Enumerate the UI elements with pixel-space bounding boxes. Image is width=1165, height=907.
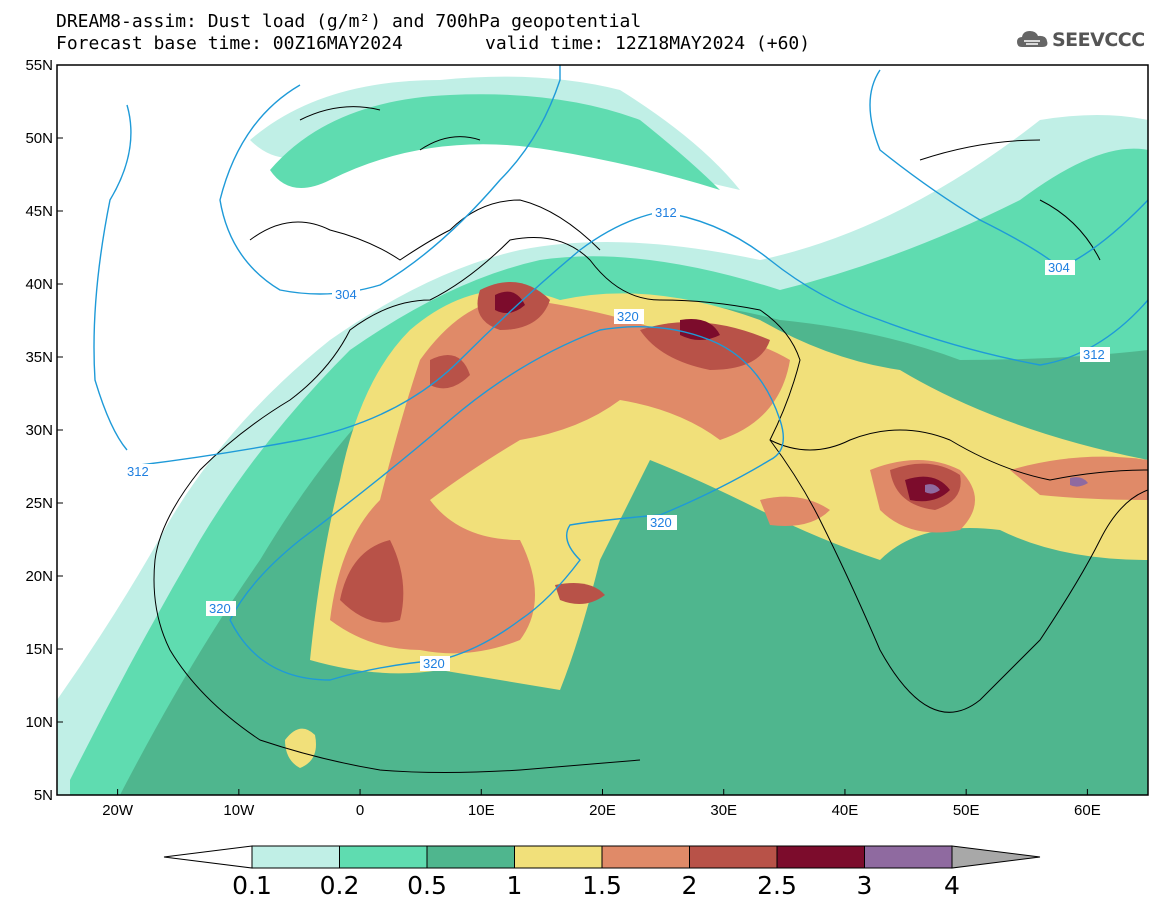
lon-tick-label: 0	[356, 802, 364, 819]
contour-label-304-east: 304	[1048, 260, 1070, 275]
dust-region-maroon	[495, 291, 525, 314]
colorbar-segment	[514, 845, 603, 869]
map-title: DREAM8-assim: Dust load (g/m²) and 700hP…	[56, 11, 642, 32]
colorbar-segment	[251, 845, 340, 869]
dust-region-maroon-libya	[680, 319, 720, 340]
dust-region-red-chad	[555, 582, 605, 604]
lat-tick-label: 50N	[25, 130, 53, 147]
lat-tick-label: 15N	[25, 641, 53, 658]
lon-tick-label: 20W	[102, 802, 134, 819]
lon-tick-label: 50E	[953, 802, 980, 819]
dust-region-yellow-west	[285, 728, 316, 768]
colorbar-label: 0.1	[232, 871, 272, 900]
contour-labels: 304 312 304 312 320 320 320 312 320	[124, 205, 1110, 671]
lon-tick-label: 10W	[223, 802, 255, 819]
lat-tick-label: 40N	[25, 276, 53, 293]
dust-region-red-algeria	[430, 355, 470, 389]
lon-tick-label: 60E	[1074, 802, 1101, 819]
lon-tick-label: 40E	[832, 802, 859, 819]
lat-tick-label: 5N	[34, 787, 53, 804]
contour-label-312-north: 312	[655, 205, 677, 220]
lat-tick-label: 55N	[25, 57, 53, 74]
lat-tick-label: 35N	[25, 349, 53, 366]
colorbar-label: 1.5	[582, 871, 622, 900]
coastlines	[153, 106, 1148, 773]
colorbar-label: 1	[507, 871, 523, 900]
lon-tick-label: 30E	[710, 802, 737, 819]
contour-label-320-med: 320	[617, 309, 639, 324]
colorbar-label: 0.5	[407, 871, 447, 900]
colorbar-segment	[864, 845, 953, 869]
dust-region-light-north	[270, 94, 720, 190]
dust-region-purple	[925, 484, 940, 494]
colorbar: 0.1 0.2 0.5 1 1.5 2 2.5 3 4	[163, 845, 1041, 900]
lat-tick-label: 25N	[25, 495, 53, 512]
forecast-base-time: Forecast base time: 00Z16MAY2024	[56, 33, 403, 54]
longitude-axis: 20W 10W 0 10E 20E 30E 40E 50E 60E	[102, 789, 1101, 819]
colorbar-label: 0.2	[320, 871, 360, 900]
colorbar-over-arrow	[951, 845, 1041, 869]
colorbar-label: 2	[682, 871, 698, 900]
lat-tick-label: 20N	[25, 568, 53, 585]
colorbar-label: 4	[944, 871, 960, 900]
colorbar-label: 3	[857, 871, 873, 900]
contour-label-312-east: 312	[1083, 347, 1105, 362]
contour-label-320-sudan: 320	[650, 515, 672, 530]
dust-region-orange-redsea	[760, 496, 830, 526]
lat-tick-label: 10N	[25, 714, 53, 731]
dust-region-purple-gulf	[1070, 477, 1088, 487]
lat-tick-label: 45N	[25, 203, 53, 220]
logo-text: SEEVCCC	[1052, 29, 1145, 51]
lat-tick-label: 30N	[25, 422, 53, 439]
seevccc-logo: SEEVCCC	[1016, 26, 1156, 54]
dust-region-lightest-north	[250, 76, 740, 190]
contour-label-320-south: 320	[423, 656, 445, 671]
colorbar-segment	[689, 845, 778, 869]
contour-label-304-west: 304	[335, 287, 357, 302]
latitude-axis: 55N 50N 45N 40N 35N 30N 25N 20N 15N 10N 5N	[25, 57, 63, 804]
colorbar-segment	[776, 845, 865, 869]
cloud-icon	[1017, 31, 1048, 47]
contour-label-312-west: 312	[127, 464, 149, 479]
colorbar-segment	[339, 845, 428, 869]
valid-time: valid time: 12Z18MAY2024 (+60)	[485, 33, 811, 54]
colorbar-under-arrow	[163, 845, 253, 869]
colorbar-segment	[601, 845, 690, 869]
contour-label-320-sahel: 320	[209, 601, 231, 616]
dust-region-red	[340, 540, 404, 623]
colorbar-segment	[426, 845, 515, 869]
lon-tick-label: 10E	[468, 802, 495, 819]
colorbar-label: 2.5	[757, 871, 797, 900]
dust-region-red-libya	[640, 322, 770, 370]
lon-tick-label: 20E	[589, 802, 616, 819]
